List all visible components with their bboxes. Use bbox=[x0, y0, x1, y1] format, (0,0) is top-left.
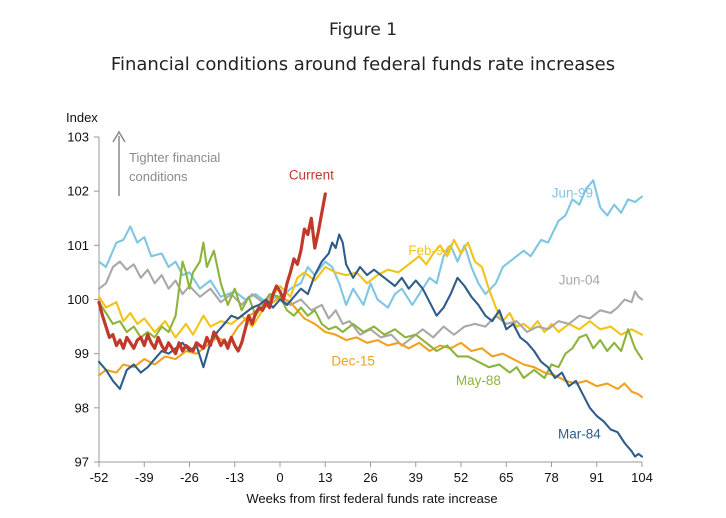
x-tick-label: 52 bbox=[454, 470, 468, 485]
y-tick-label: 97 bbox=[75, 455, 89, 470]
x-tick-label: 104 bbox=[631, 470, 653, 485]
x-tick-label: -39 bbox=[135, 470, 154, 485]
series-labels: Jun-99 Feb-94 Jun-04 Dec-15 May-88 Mar-84 Curr… bbox=[289, 167, 601, 441]
series-line-jun-04 bbox=[97, 260, 644, 347]
tighter-conditions-annotation: Tighter financial conditions bbox=[112, 130, 220, 196]
x-tick-label: -52 bbox=[90, 470, 109, 485]
y-tick-label: 99 bbox=[75, 346, 89, 361]
series-line-current bbox=[97, 192, 327, 356]
x-tick-label: 26 bbox=[363, 470, 377, 485]
annotation-line-1: Tighter financial bbox=[129, 150, 220, 165]
x-tick-label: 78 bbox=[544, 470, 558, 485]
series-group bbox=[97, 179, 644, 458]
annotation-line-2: conditions bbox=[129, 169, 188, 184]
series-label-jun-99: Jun-99 bbox=[552, 186, 593, 201]
series-line-dec-15 bbox=[97, 295, 644, 399]
y-tick-label: 103 bbox=[67, 130, 89, 145]
x-tick-label: 65 bbox=[499, 470, 513, 485]
x-tick-label: 0 bbox=[276, 470, 283, 485]
up-arrow-icon bbox=[112, 130, 126, 143]
x-tick-label: -26 bbox=[180, 470, 199, 485]
y-axis-title: Index bbox=[66, 110, 98, 125]
series-label-may-88: May-88 bbox=[456, 373, 501, 388]
y-tick-label: 102 bbox=[67, 184, 89, 199]
figure-number: Figure 1 bbox=[328, 20, 398, 40]
series-label-mar-84: Mar-84 bbox=[558, 427, 601, 442]
x-tick-label: 13 bbox=[318, 470, 332, 485]
series-label-feb-94: Feb-94 bbox=[408, 243, 451, 258]
y-tick-label: 100 bbox=[67, 292, 89, 307]
y-tick-label: 98 bbox=[75, 400, 89, 415]
series-label-dec-15: Dec-15 bbox=[331, 354, 375, 369]
chart-title: Financial conditions around federal fund… bbox=[110, 54, 616, 75]
series-line-may-88 bbox=[97, 241, 644, 380]
series-line-jun-99 bbox=[97, 179, 644, 309]
x-axis: -52 -39 -26 -13 0 13 26 39 52 65 78 91 104 bbox=[90, 461, 653, 485]
series-label-jun-04: Jun-04 bbox=[559, 272, 601, 287]
x-tick-label: 91 bbox=[590, 470, 604, 485]
y-axis: 97 98 99 100 101 102 103 bbox=[67, 130, 100, 470]
x-axis-title: Weeks from first federal funds rate incr… bbox=[246, 491, 497, 506]
x-tick-label: 39 bbox=[409, 470, 423, 485]
x-tick-label: -13 bbox=[225, 470, 244, 485]
y-tick-label: 101 bbox=[67, 238, 89, 253]
series-label-current: Current bbox=[289, 167, 334, 182]
